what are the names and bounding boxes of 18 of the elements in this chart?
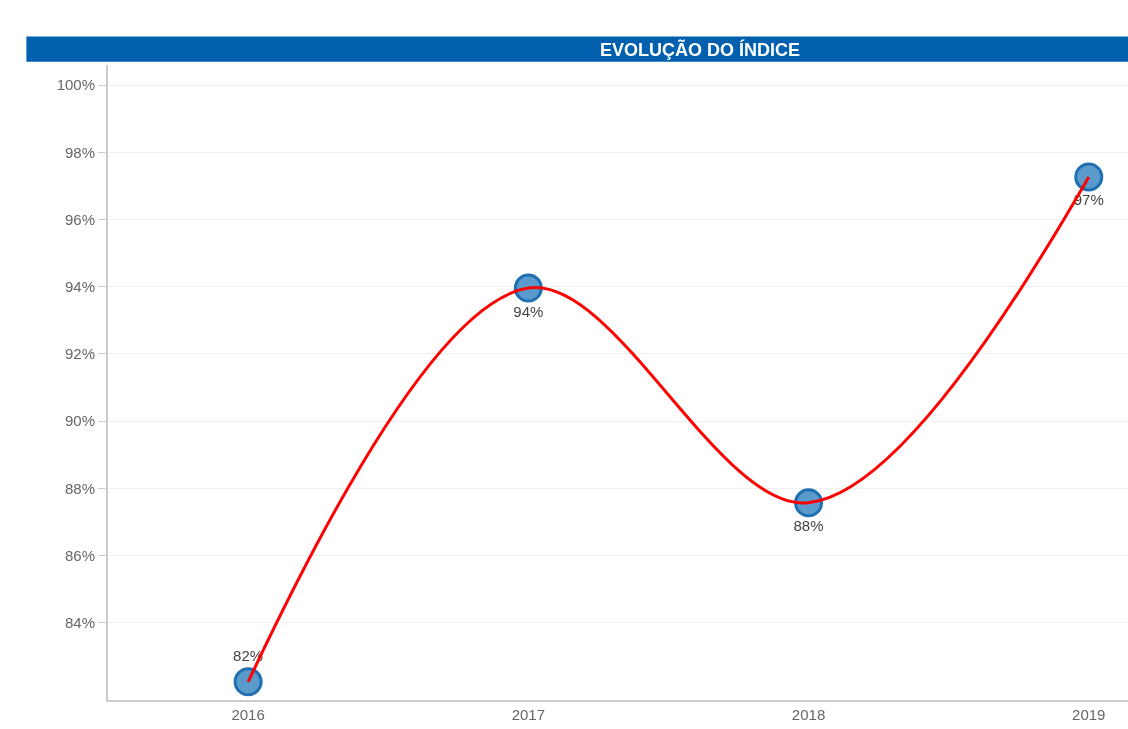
y-tick-label: 100% [56,76,95,94]
chart-title: EVOLUÇÃO DO ÍNDICE [600,39,801,60]
y-tick-label: 98% [64,143,95,161]
y-tick-label: 94% [64,278,95,295]
data-label: 94% [513,302,544,320]
y-tick-label: 86% [64,546,95,564]
x-tick-label: 2017 [511,706,546,723]
y-tick-label: 84% [64,613,95,631]
x-tick-label: 2016 [231,706,265,723]
y-tick-label: 96% [64,210,95,228]
x-tick-label: 2018 [791,706,826,723]
point [1074,162,1104,192]
point [233,667,263,697]
y-tick-label: 88% [64,479,95,497]
y-tick-label: 90% [64,412,95,430]
y-tick-label: 92% [64,345,95,363]
data-label: 88% [793,517,824,535]
x-tick-label: 2019 [1072,706,1106,723]
